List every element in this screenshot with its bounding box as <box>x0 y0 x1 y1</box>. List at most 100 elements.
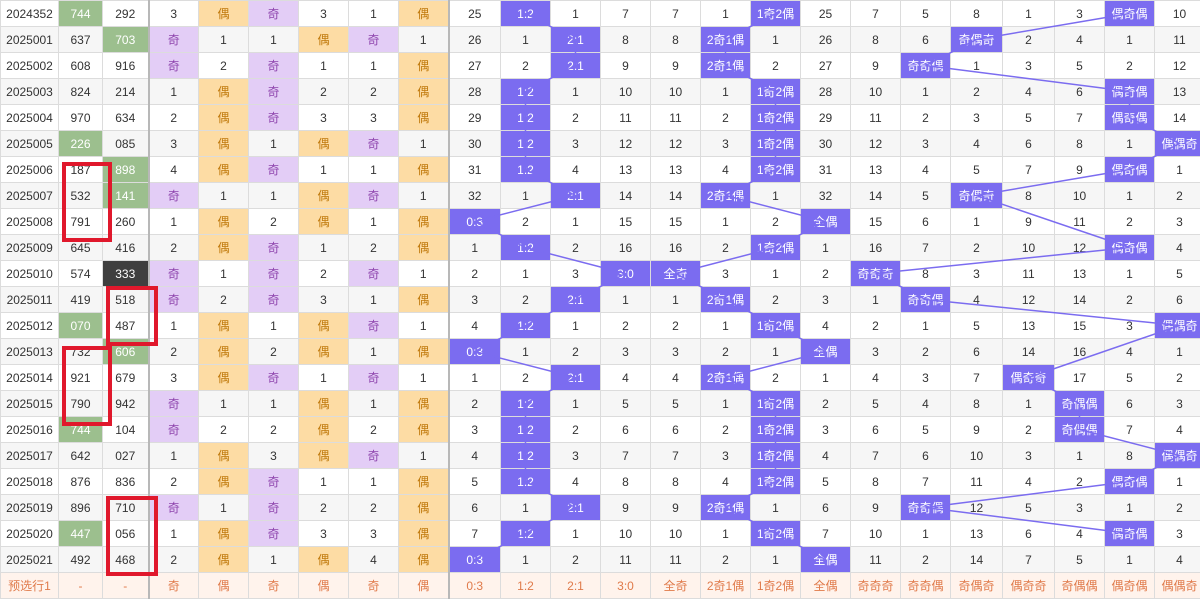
table-cell: 4 <box>700 468 751 495</box>
table-cell: 2 <box>550 416 601 443</box>
table-cell: 15 <box>650 208 701 235</box>
table-cell: 偶 <box>298 338 349 365</box>
table-cell: 2 <box>550 546 601 573</box>
table-cell: 2 <box>148 546 199 573</box>
table-cell: 732 <box>58 338 103 365</box>
table-cell: 奇奇偶 <box>900 52 951 79</box>
table-cell: 12 <box>1054 234 1105 261</box>
footer-cell: 全奇 <box>650 572 701 599</box>
table-cell: 3 <box>550 260 601 287</box>
table-cell: 奇 <box>148 260 199 287</box>
table-cell: 2 <box>1104 52 1155 79</box>
table-cell: 偶 <box>398 338 450 365</box>
table-cell: 10 <box>650 520 701 547</box>
table-cell: 2 <box>1154 364 1200 391</box>
table-cell: 1 <box>248 390 299 417</box>
table-cell: 608 <box>58 52 103 79</box>
footer-cell: 1奇2偶 <box>750 572 801 599</box>
table-cell: 1 <box>700 312 751 339</box>
table-cell: 4 <box>950 286 1003 313</box>
table-cell: 偶 <box>198 0 249 27</box>
table-cell: 1 <box>448 364 501 391</box>
table-cell: 14 <box>1002 338 1055 365</box>
table-cell: 4 <box>1154 416 1200 443</box>
table-cell: 0:3 <box>448 208 501 235</box>
table-cell: 1 <box>1104 26 1155 53</box>
table-cell: 1 <box>348 156 399 183</box>
table-cell: 25 <box>448 0 501 27</box>
table-cell: 2025004 <box>0 104 59 131</box>
table-cell: 2 <box>700 546 751 573</box>
table-cell: 2 <box>198 286 249 313</box>
table-cell: 1 <box>1104 182 1155 209</box>
table-cell: 6 <box>800 494 851 521</box>
table-cell: 4 <box>1154 546 1200 573</box>
table-cell: 奇 <box>248 260 299 287</box>
table-cell: 奇奇偶 <box>900 286 951 313</box>
table-cell: 2:1 <box>550 52 601 79</box>
table-cell: 9 <box>600 52 651 79</box>
table-cell: 6 <box>1054 78 1105 105</box>
footer-cell: 奇奇奇 <box>850 572 901 599</box>
table-cell: 7 <box>650 442 701 469</box>
table-row: 2025005 226 085 3 偶 1 偶奇 1 30 1:2 3 12 12 3 1奇2偶 30 12 3 4… <box>0 130 1200 157</box>
table-cell: 027 <box>102 442 150 469</box>
table-cell: 4 <box>1104 338 1155 365</box>
table-cell: 25 <box>800 0 851 27</box>
table-cell: 226 <box>58 130 103 157</box>
table-cell: 2 <box>148 234 199 261</box>
table-cell: 3 <box>550 442 601 469</box>
table-cell: 1 <box>298 156 349 183</box>
table-cell: 1 <box>500 26 551 53</box>
table-cell: 7 <box>800 520 851 547</box>
table-cell: 10 <box>650 78 701 105</box>
table-cell: 2025016 <box>0 416 59 443</box>
table-cell: 2024352 <box>0 0 59 27</box>
table-cell: 1 <box>700 520 751 547</box>
table-cell: 2 <box>900 338 951 365</box>
table-cell: 9 <box>1002 208 1055 235</box>
table-cell: 13 <box>850 156 901 183</box>
table-cell: 1 <box>248 26 299 53</box>
table-row: 2025021 492 468 2 偶 1 偶 4 偶 0:3 1 2 11 11 2 1 全偶 11 2 14 7 5 1… <box>0 546 1200 573</box>
table-cell: 偶 <box>198 338 249 365</box>
table-cell: 468 <box>102 546 150 573</box>
table-cell: 1 <box>148 78 199 105</box>
table-cell: 1 <box>550 390 601 417</box>
table-cell: 3 <box>348 104 399 131</box>
table-cell: 11 <box>1002 260 1055 287</box>
table-cell: 偶 <box>298 130 349 157</box>
table-cell: 1 <box>398 364 450 391</box>
table-cell: 2025012 <box>0 312 59 339</box>
table-cell: 7 <box>1054 104 1105 131</box>
table-cell: 12 <box>1154 52 1200 79</box>
table-cell: 2 <box>750 52 801 79</box>
table-cell: 10 <box>1054 182 1105 209</box>
table-cell: 1 <box>950 52 1003 79</box>
table-cell: 12 <box>950 494 1003 521</box>
table-cell: 偶 <box>198 156 249 183</box>
table-cell: 2 <box>550 234 601 261</box>
table-cell: 836 <box>102 468 150 495</box>
table-cell: 2 <box>148 468 199 495</box>
table-cell: 2 <box>650 312 701 339</box>
table-cell: 2 <box>198 52 249 79</box>
table-cell: 1奇2偶 <box>750 130 801 157</box>
table-cell: 2025015 <box>0 390 59 417</box>
table-cell: 1 <box>398 260 450 287</box>
table-cell: 1 <box>398 182 450 209</box>
table-cell: 104 <box>102 416 150 443</box>
table-cell: 7 <box>650 0 701 27</box>
table-cell: 28 <box>448 78 501 105</box>
table-cell: 2 <box>348 234 399 261</box>
table-cell: 奇 <box>248 0 299 27</box>
table-cell: 2025009 <box>0 234 59 261</box>
table-cell: 1 <box>550 0 601 27</box>
table-cell: 偶 <box>398 520 450 547</box>
table-cell: 偶 <box>298 312 349 339</box>
table-cell: 1奇2偶 <box>750 442 801 469</box>
table-cell: 5 <box>800 468 851 495</box>
table-cell: 13 <box>1054 260 1105 287</box>
table-cell: 奇 <box>348 182 399 209</box>
